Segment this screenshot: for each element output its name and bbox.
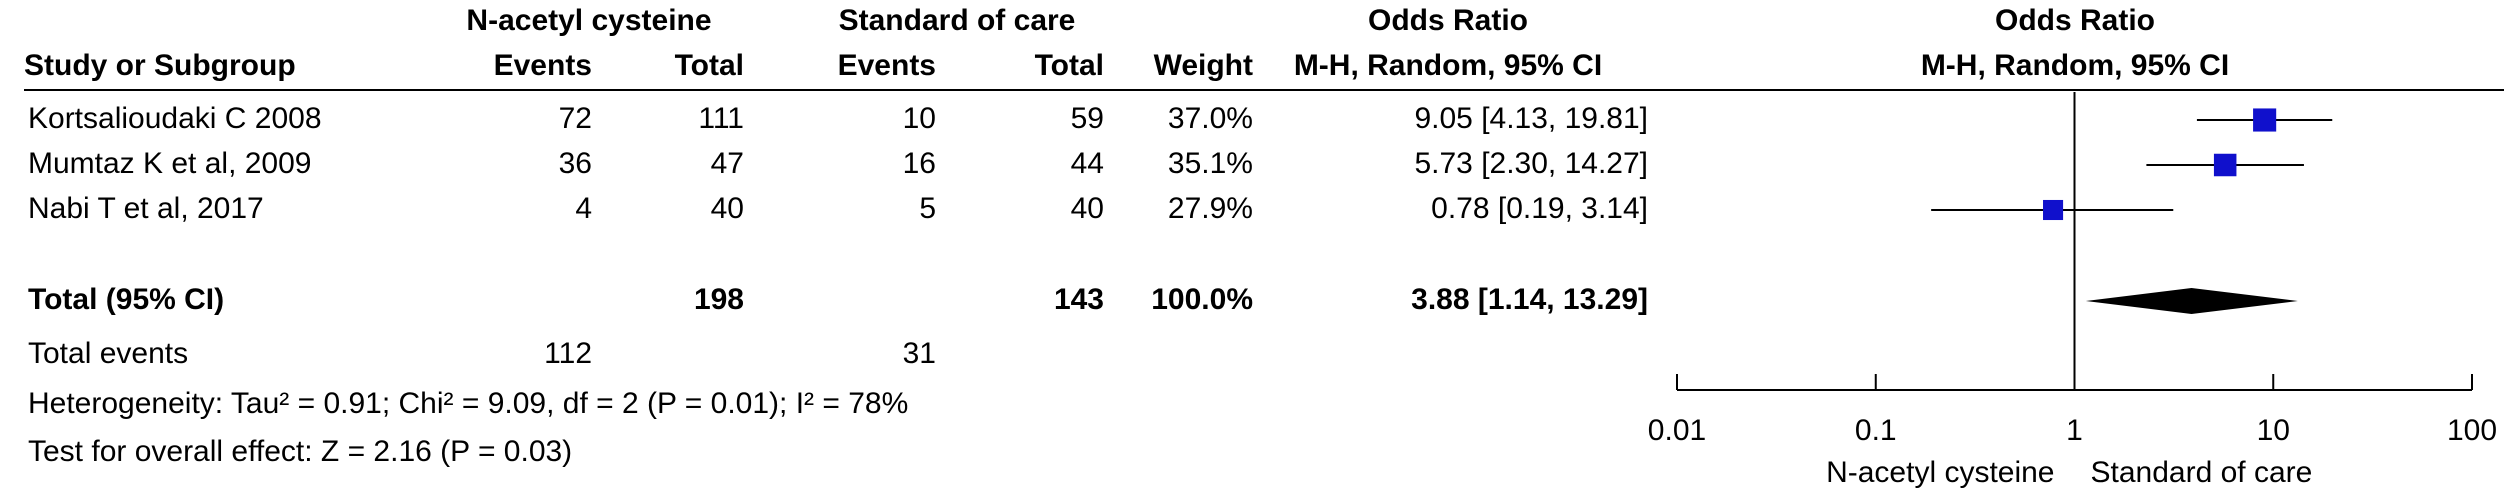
study-name: Nabi T et al, 2017 [28,192,264,225]
x-tick-label: 0.01 [1648,414,1706,447]
weight: 35.1% [1168,147,1253,180]
total-1: 111 [698,102,744,135]
group-header: N-acetyl cysteine [466,4,711,37]
total-events-2: 31 [903,337,936,370]
heterogeneity: Heterogeneity: Tau² = 0.91; Chi² = 9.09,… [28,387,908,420]
events-2: 16 [903,147,936,180]
group-header: Odds Ratio [1995,4,2155,37]
weight: 27.9% [1168,192,1253,225]
group-header: Odds Ratio [1368,4,1528,37]
total-2: 40 [1071,192,1104,225]
column-header: Study or Subgroup [24,49,296,82]
x-tick-label: 10 [2257,414,2290,447]
x-label-left: N-acetyl cysteine [1826,456,2054,489]
effect-square [2043,199,2064,221]
total-weight: 100.0% [1151,283,1253,316]
total-2: 59 [1071,102,1104,135]
total-odds-ratio: 3.88 [1.14, 13.29] [1411,283,1648,316]
pooled-diamond [2085,288,2298,314]
x-label-right: Standard of care [2091,456,2313,489]
column-header: Events [838,49,936,82]
column-header: Events [494,49,592,82]
odds-ratio: 5.73 [2.30, 14.27] [1414,147,1648,180]
column-header: M-H, Random, 95% CI [1921,49,2229,82]
events-2: 10 [903,102,936,135]
total-1: 198 [694,283,744,316]
total-label: Total (95% CI) [28,283,224,316]
total-events-1: 112 [544,337,592,370]
odds-ratio: 0.78 [0.19, 3.14] [1431,192,1648,225]
total-events-label: Total events [28,337,188,370]
events-1: 72 [559,102,592,135]
study-name: Mumtaz K et al, 2009 [28,147,311,180]
weight: 37.0% [1168,102,1253,135]
study-name: Kortsalioudaki C 2008 [28,102,322,135]
events-1: 4 [575,192,592,225]
group-header: Standard of care [839,4,1076,37]
x-tick-label: 1 [2066,414,2083,447]
x-tick-label: 100 [2447,414,2497,447]
total-2: 44 [1071,147,1104,180]
total-2: 143 [1054,283,1104,316]
effect-square [2213,153,2237,177]
x-tick-label: 0.1 [1855,414,1897,447]
total-1: 47 [711,147,744,180]
events-2: 5 [919,192,936,225]
column-header: Total [675,49,744,82]
odds-ratio: 9.05 [4.13, 19.81] [1414,102,1648,135]
column-header: Total [1035,49,1104,82]
column-header: Weight [1154,49,1253,82]
total-1: 40 [711,192,744,225]
events-1: 36 [559,147,592,180]
overall-effect: Test for overall effect: Z = 2.16 (P = 0… [28,435,572,468]
effect-square [2253,108,2277,132]
column-header: M-H, Random, 95% CI [1294,49,1602,82]
